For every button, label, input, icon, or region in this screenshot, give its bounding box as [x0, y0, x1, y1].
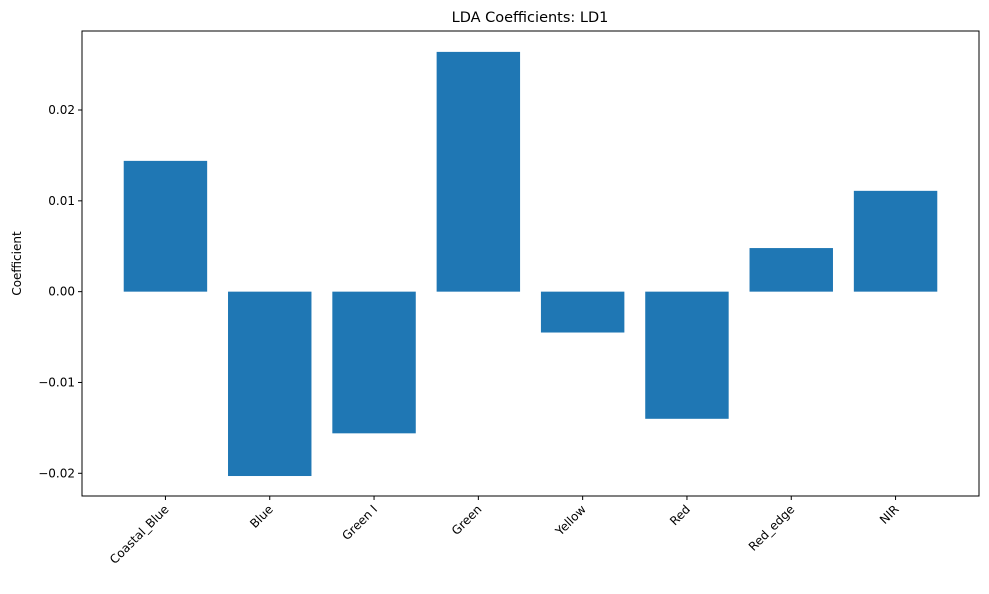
x-tick-label: Blue	[247, 502, 276, 531]
y-tick-label: 0.02	[48, 103, 75, 117]
chart-title: LDA Coefficients: LD1	[452, 10, 609, 26]
y-tick-label: −0.01	[38, 375, 75, 389]
bar-coastal-blue	[123, 160, 208, 292]
x-tick-label: Red	[667, 502, 693, 528]
bar-green-i	[332, 291, 416, 434]
x-tick-label: NIR	[877, 502, 902, 527]
x-tick-label: Yellow	[552, 502, 589, 539]
y-tick-label: −0.02	[38, 466, 75, 480]
bar-blue	[228, 291, 312, 477]
y-tick-label: 0.01	[48, 194, 75, 208]
bar-red-edge	[749, 248, 833, 292]
bars-layer	[123, 51, 938, 477]
y-axis-label: Coefficient	[10, 231, 24, 296]
bar-green	[436, 51, 521, 292]
axes-layer	[81, 30, 980, 497]
x-tick-label: Red_edge	[746, 502, 797, 553]
bar-yellow	[540, 291, 625, 333]
bar-nir	[853, 190, 938, 292]
x-tick-label: Coastal_Blue	[107, 502, 172, 567]
x-tick-label: Green I	[339, 502, 380, 543]
y-tick-label: 0.00	[48, 285, 75, 299]
x-tick-label: Green	[449, 502, 485, 538]
plot-frame	[81, 30, 980, 497]
bar-red	[645, 291, 729, 419]
